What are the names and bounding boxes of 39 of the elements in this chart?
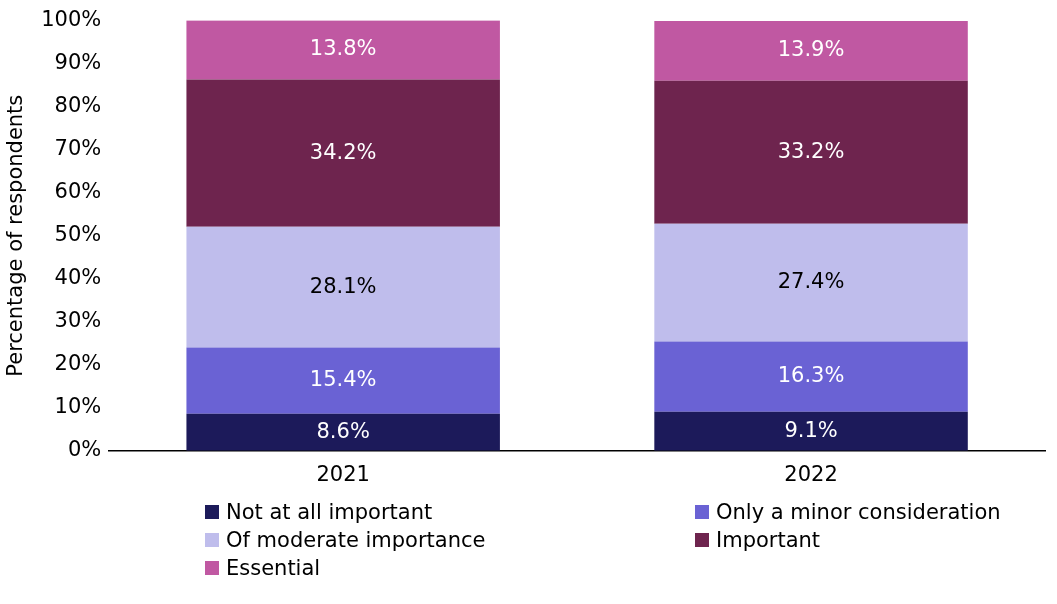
bar [654, 341, 968, 412]
bar [654, 80, 968, 224]
y-tick-label: 100% [41, 7, 102, 32]
text: 15.4% [309, 367, 377, 392]
y-tick-label: 90% [54, 50, 102, 75]
text: 16.3% [777, 363, 845, 388]
legend-label: Important [716, 528, 821, 552]
bar [654, 411, 968, 451]
y-tick-label: 20% [54, 351, 102, 376]
legend-label: Essential [226, 556, 321, 580]
text: 33.2% [777, 138, 845, 163]
text: 8.6% [316, 418, 370, 443]
y-tick-label: 70% [54, 136, 102, 161]
legend-label: Not at all important [226, 500, 433, 524]
x-tick-label: 2022 [784, 461, 838, 486]
bar [654, 21, 968, 81]
bar [186, 413, 500, 451]
bar [186, 347, 500, 414]
y-tick-label: 30% [54, 308, 102, 333]
x-tick-label: 2021 [316, 461, 370, 486]
bar [186, 79, 500, 227]
bar [654, 223, 968, 342]
legend-label: Only a minor consideration [716, 500, 1001, 524]
y-tick-label: 10% [54, 394, 102, 419]
bar [186, 20, 500, 80]
y-tick-label: 80% [54, 93, 102, 118]
text: 28.1% [309, 273, 377, 298]
text: 13.9% [777, 37, 845, 62]
legend-label: Of moderate importance [226, 528, 486, 552]
y-tick-label: 50% [54, 222, 102, 247]
y-tick-label: 0% [67, 437, 102, 462]
text: 27.4% [777, 269, 845, 294]
text: 9.1% [784, 417, 838, 442]
y-tick-label: 40% [54, 265, 102, 290]
bar [186, 226, 500, 348]
text: 13.8% [309, 36, 377, 61]
y-axis-title: Percentage of respondents [3, 94, 28, 377]
text: 34.2% [309, 139, 377, 164]
y-tick-label: 60% [54, 179, 102, 204]
